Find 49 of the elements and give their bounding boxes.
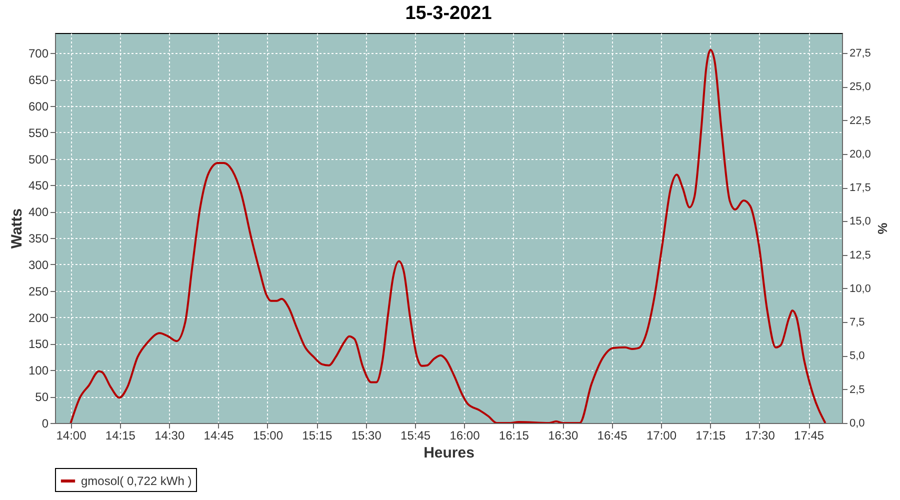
y2-tick-label: 0,0 <box>850 418 865 430</box>
x-tick-label: 17:00 <box>646 428 677 442</box>
y-axis-title: Watts <box>8 208 26 249</box>
x-tick-label: 17:45 <box>794 428 824 442</box>
y2-tick-label: 2,5 <box>850 384 865 396</box>
y-tick-label: 50 <box>35 390 49 404</box>
y-tick-label: 400 <box>28 205 49 220</box>
line-series <box>70 48 826 423</box>
y2-tick-label: 25,0 <box>850 81 871 94</box>
y-tick-label: 300 <box>28 258 49 272</box>
y2-tick-label: 17,5 <box>850 182 871 194</box>
x-tick-label: 17:30 <box>744 428 776 442</box>
y-tick-label: 650 <box>28 73 49 88</box>
x-tick-label: 14:45 <box>204 428 234 442</box>
y-tick-label: 100 <box>28 364 49 378</box>
x-tick-label: 16:30 <box>548 428 578 442</box>
chart-title: 15-3-2021 <box>405 3 492 24</box>
y-tick-label: 0 <box>42 416 49 430</box>
y2-tick-label: 27,5 <box>850 48 871 60</box>
y-tick-label: 150 <box>28 337 49 352</box>
y2-axis-title: % <box>874 222 890 235</box>
y2-tick-label: 22,5 <box>850 114 871 127</box>
y-tick-label: 350 <box>28 232 49 246</box>
x-tick-label: 15:30 <box>351 428 382 442</box>
x-tick-label: 16:00 <box>450 428 480 442</box>
y-tick-label: 250 <box>28 284 49 298</box>
x-tick-label: 16:45 <box>597 428 628 442</box>
y-tick-label: 550 <box>28 126 49 140</box>
x-tick-label: 15:15 <box>302 428 333 442</box>
y2-tick-label: 12,5 <box>850 249 871 262</box>
y2-tick-label: 5,0 <box>850 350 865 362</box>
x-tick-label: 16:15 <box>498 428 530 442</box>
y-tick-label: 700 <box>28 46 49 61</box>
x-tick-label: 15:00 <box>252 428 284 442</box>
y-tick-label: 600 <box>28 99 49 114</box>
x-tick-label: 14:30 <box>154 428 185 442</box>
y2-tick-label: 10,0 <box>850 282 871 295</box>
y-tick-label: 450 <box>28 178 49 193</box>
y2-tick-label: 20,0 <box>850 148 871 160</box>
y2-tick-label: 7,5 <box>850 316 865 329</box>
y-tick-label: 500 <box>28 152 49 166</box>
x-tick-label: 14:15 <box>105 428 136 442</box>
x-axis-title: Heures <box>424 444 474 462</box>
y2-tick-label: 15,0 <box>850 216 871 228</box>
legend-label: gmosol( 0,722 kWh ) <box>81 474 192 488</box>
y-tick-label: 200 <box>28 310 49 325</box>
x-tick-label: 15:45 <box>400 428 431 442</box>
x-tick-label: 17:15 <box>696 428 726 442</box>
x-tick-label: 14:00 <box>56 428 87 442</box>
